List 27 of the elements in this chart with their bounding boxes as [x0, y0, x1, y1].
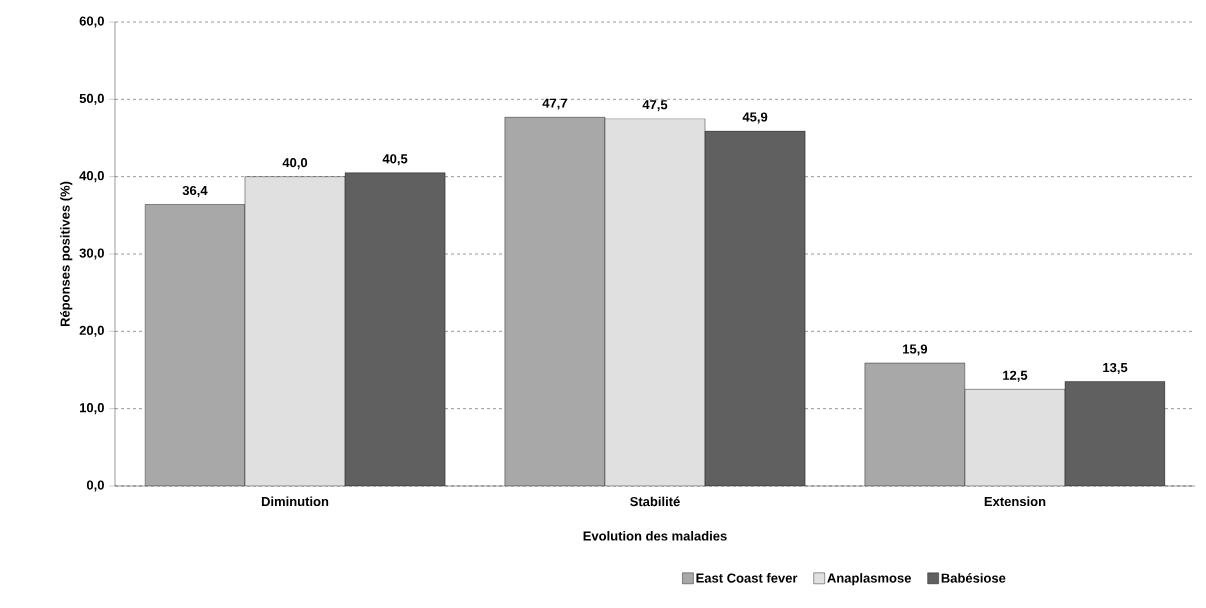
data-label: 45,9 — [742, 112, 768, 124]
y-tick-label: 40,0 — [79, 171, 104, 183]
data-label: 36,4 — [182, 185, 208, 197]
data-label: 15,9 — [903, 344, 928, 356]
bar — [964, 389, 1066, 486]
x-tick-label: Extension — [984, 496, 1046, 507]
y-tick-label: 30,0 — [79, 248, 104, 260]
bar — [604, 118, 706, 486]
y-tick-label: 10,0 — [79, 403, 104, 415]
x-tick-label: Diminution — [261, 496, 329, 507]
y-tick-label: 60,0 — [79, 16, 104, 28]
data-label: 13,5 — [1103, 362, 1128, 375]
data-label: 40,0 — [282, 158, 308, 170]
x-axis-title: Evolution des maladies — [583, 531, 727, 541]
legend-label: East Coast fever — [696, 573, 798, 583]
bar — [244, 176, 346, 486]
data-label: 47,5 — [642, 100, 668, 112]
y-axis-title: Réponses positives (%) — [60, 181, 73, 327]
data-label: 47,7 — [542, 98, 567, 110]
y-tick-label: 0,0 — [86, 480, 104, 492]
x-tick-label: Stabilité — [630, 496, 680, 507]
legend-label: Anaplasmose — [827, 573, 911, 586]
y-tick-label: 20,0 — [79, 325, 104, 337]
y-tick-label: 50,0 — [79, 93, 104, 105]
legend-label: Babésiose — [941, 573, 1006, 583]
data-label: 12,5 — [1003, 370, 1028, 382]
data-label: 40,5 — [382, 154, 408, 166]
